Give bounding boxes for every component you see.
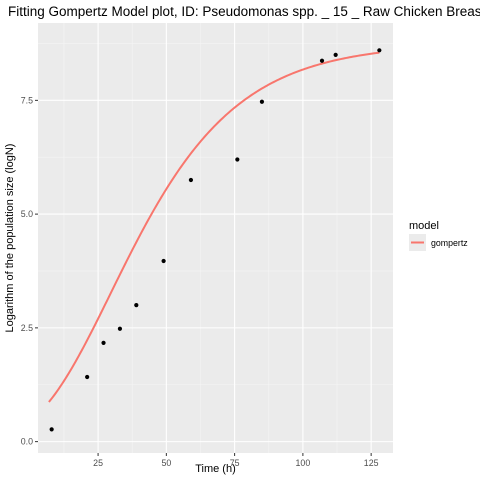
fit-line-gompertz (48, 51, 380, 403)
y-tick-label: 2.5 (21, 323, 33, 333)
data-point (235, 157, 240, 162)
fit-layer (48, 51, 380, 403)
y-tick-label: 7.5 (21, 95, 33, 105)
y-tick-label: 0.0 (21, 437, 33, 447)
data-point (134, 303, 139, 308)
x-axis-ticks: 25 50 75 100 125 (93, 453, 379, 468)
data-point (85, 374, 90, 380)
x-tick-label: 50 (161, 458, 171, 468)
y-axis-title: Logarithm of the population size (logN) (4, 144, 16, 333)
plot-panel (38, 23, 393, 453)
x-tick-label: 25 (93, 458, 103, 468)
y-axis-ticks: 0.0 2.5 5.0 7.5 (21, 95, 38, 447)
legend: model gompertz (409, 220, 468, 251)
data-point (161, 258, 166, 264)
data-point (117, 326, 123, 331)
x-tick-label: 100 (296, 458, 311, 468)
data-point (259, 99, 265, 104)
data-point (377, 48, 382, 53)
grid-major (38, 23, 393, 453)
data-point (101, 340, 106, 345)
x-tick-label: 125 (364, 458, 379, 468)
data-point (319, 58, 325, 63)
x-axis-title: Time (h) (195, 463, 236, 475)
data-point (188, 177, 194, 183)
data-point (333, 52, 338, 57)
data-point (49, 427, 54, 432)
chart-title: Fitting Gompertz Model plot, ID: Pseudom… (8, 4, 480, 19)
grid-minor (38, 23, 393, 453)
points-layer (49, 48, 382, 432)
x-tick-label: 75 (230, 458, 240, 468)
y-tick-label: 5.0 (21, 209, 33, 219)
legend-label-gompertz: gompertz (431, 238, 468, 248)
legend-title: model (409, 220, 439, 232)
